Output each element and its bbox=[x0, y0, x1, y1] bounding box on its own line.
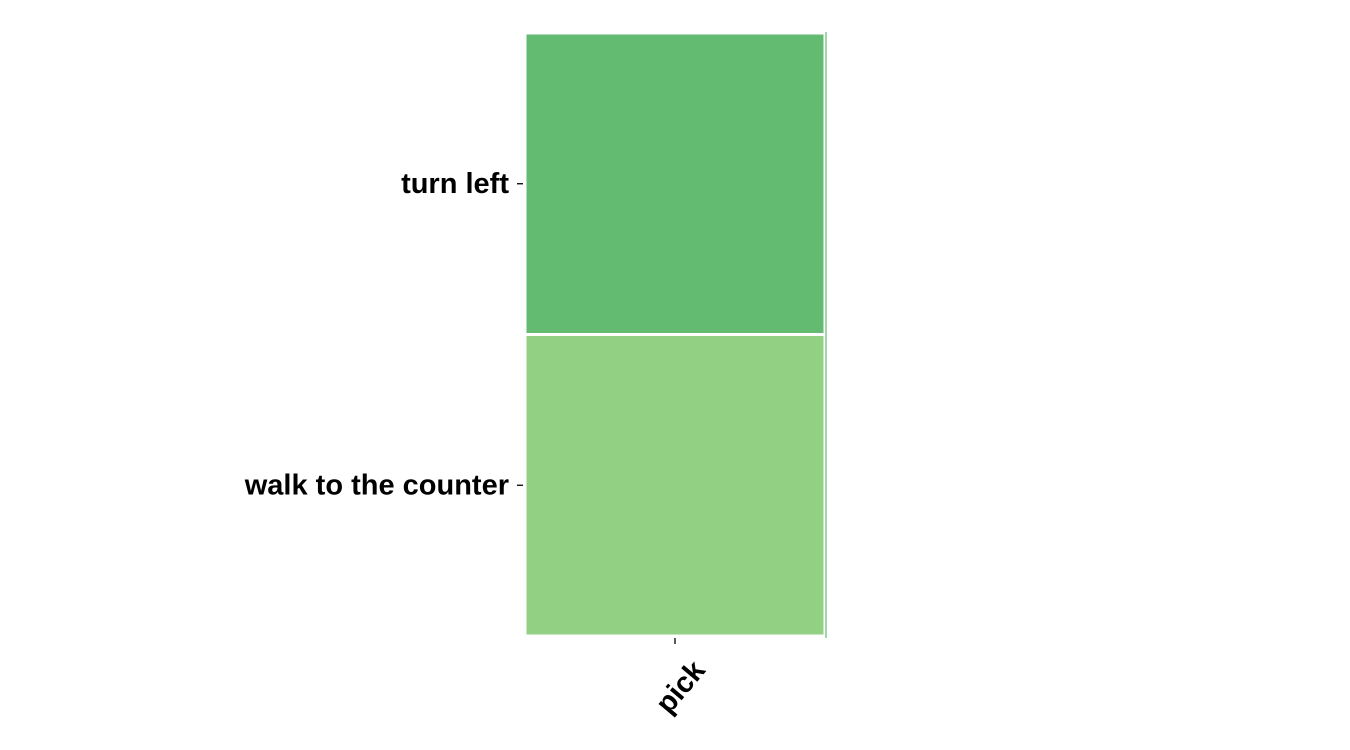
y-tick-label: walk to the counter bbox=[244, 469, 509, 501]
heatmap-cells bbox=[526, 34, 824, 635]
x-axis: pick bbox=[650, 638, 712, 720]
x-tick-label: pick bbox=[650, 654, 712, 720]
y-tick-label: turn left bbox=[401, 168, 509, 200]
heatmap-cell-turn-left bbox=[526, 34, 824, 333]
y-axis: turn left walk to the counter bbox=[244, 168, 523, 501]
heatmap-cell-walk-to-the-counter bbox=[526, 336, 824, 635]
